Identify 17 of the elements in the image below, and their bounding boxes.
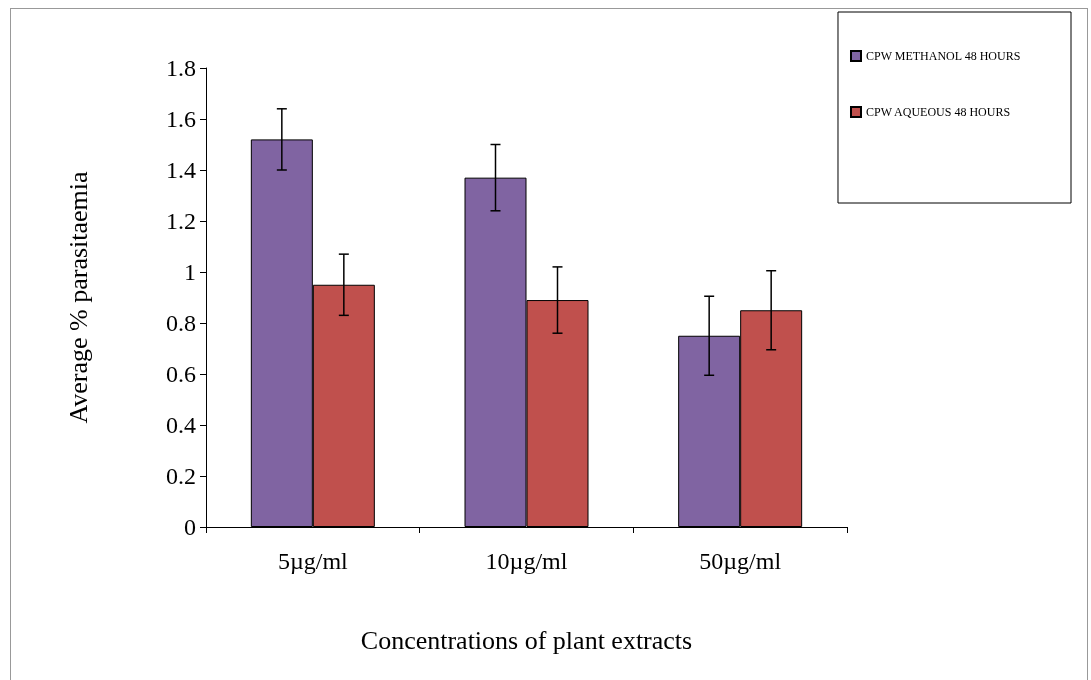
- y-tick-label: 1.8: [166, 55, 196, 81]
- y-tick-label: 1: [184, 259, 196, 285]
- x-tick-label: 50µg/ml: [699, 548, 782, 574]
- y-tick-label: 1.2: [166, 208, 196, 234]
- y-tick-label: 0.2: [166, 463, 196, 489]
- y-tick-label: 0.4: [166, 412, 196, 438]
- y-axis-title: Average % parasitaemia: [63, 170, 93, 424]
- y-tick-label: 1.6: [166, 106, 196, 132]
- legend-label: CPW METHANOL 48 HOURS: [866, 49, 1021, 63]
- y-tick-label: 0.6: [166, 361, 196, 387]
- legend-label: CPW AQUEOUS 48 HOURS: [866, 105, 1011, 119]
- x-tick-label: 5µg/ml: [277, 548, 349, 574]
- y-tick-label: 0: [184, 514, 196, 540]
- y-tick-label: 0.8: [166, 310, 196, 336]
- y-tick-label: 1.4: [166, 157, 196, 183]
- x-axis-title: Concentrations of plant extracts: [360, 625, 693, 655]
- x-tick-label: 10µg/ml: [485, 548, 568, 574]
